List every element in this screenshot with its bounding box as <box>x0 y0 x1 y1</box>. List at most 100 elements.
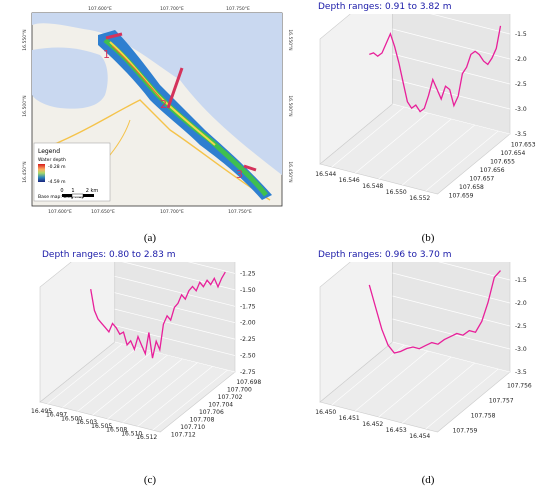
y-tick-label: 107.757 <box>489 398 514 405</box>
grid-line <box>122 362 198 423</box>
z-tick-label: -2.25 <box>240 336 256 343</box>
map-legend <box>33 142 111 202</box>
z-tick-label: -1.25 <box>240 270 256 277</box>
section-label-2: 2 <box>160 98 167 111</box>
caption-c: (c) <box>143 474 157 486</box>
y-tick-label: 107.708 <box>190 416 215 423</box>
y-tick-label: 107.700 <box>227 386 252 393</box>
grid-line <box>402 362 475 424</box>
grid-line <box>62 347 138 408</box>
map-top-tick: 107.700°E <box>160 6 184 12</box>
x-tick-label: 16.454 <box>409 433 430 440</box>
map-top-tick: 107.600°E <box>88 6 112 12</box>
grid-line <box>425 130 499 192</box>
z-tick-label: -2.50 <box>240 353 256 360</box>
z-tick-label: -1.5 <box>515 31 527 38</box>
map-panel: 1 2 3 107.600°E 107.700°E 107.750°E 107.… <box>0 0 300 230</box>
y-tick-label: 107.653 <box>511 141 536 148</box>
grid-line <box>331 106 405 168</box>
z-tick-label: -2.00 <box>240 320 256 327</box>
map-bottom-tick: 107.650°E <box>91 209 115 215</box>
scale-label: 0 <box>60 188 63 194</box>
legend-title: Legend <box>38 148 60 155</box>
x-tick-label: 16.550 <box>386 189 407 196</box>
z-tick-label: -3.5 <box>515 131 527 138</box>
map-bottom-tick: 107.700°E <box>160 209 184 215</box>
x-tick-label: 16.546 <box>339 177 360 184</box>
x-tick-label: 16.552 <box>409 195 430 202</box>
z-tick-label: -1.5 <box>515 277 527 284</box>
y-tick-label: 107.655 <box>490 158 515 165</box>
y-tick-label: 107.759 <box>453 428 478 435</box>
x-tick-label: 16.450 <box>315 409 336 416</box>
grid-line <box>107 358 183 420</box>
y-tick-label: 107.712 <box>171 431 196 438</box>
y-tick-label: 107.656 <box>480 167 505 174</box>
y-tick-label: 107.698 <box>236 379 261 386</box>
grid-line <box>378 356 452 418</box>
grid-line <box>355 112 428 174</box>
chart-d: -1.0-1.5-2.0-2.5-3.0-3.516.45016.45116.4… <box>300 226 550 472</box>
map-right-tick: 16.550°N <box>287 29 293 50</box>
legend-min-label: -4.59 m <box>48 179 65 185</box>
y-tick-label: 107.758 <box>471 413 496 420</box>
x-tick-label: 16.500 <box>61 415 82 422</box>
map-right-tick: 16.500°N <box>287 95 293 116</box>
z-tick-label: -2.5 <box>515 81 527 88</box>
caption-a: (a) <box>143 232 157 244</box>
x-tick-label: 16.495 <box>31 408 52 415</box>
map-bottom-tick: 107.750°E <box>228 209 252 215</box>
map-bottom-tick: 107.600°E <box>48 209 72 215</box>
depth-profile-line <box>369 25 502 113</box>
z-tick-label: -2.0 <box>515 56 527 63</box>
y-tick-label: 107.658 <box>459 184 484 191</box>
grid-line <box>114 275 236 307</box>
y-tick-label: 107.706 <box>199 409 224 416</box>
grid-line <box>152 369 228 431</box>
grid-line <box>392 28 511 60</box>
y-tick-label: 107.704 <box>208 401 233 408</box>
grid-line <box>331 344 405 406</box>
legend-basemap: Base map: Bing Map <box>38 194 84 200</box>
z-tick-label: -2.5 <box>515 323 527 330</box>
grid-line <box>114 325 236 356</box>
x-tick-label: 16.503 <box>76 419 97 426</box>
x-tick-label: 16.548 <box>362 183 383 190</box>
map-left-tick: 16.500°N <box>22 95 28 116</box>
section-label-3: 3 <box>236 168 243 181</box>
x-tick-label: 16.510 <box>121 430 142 437</box>
z-tick-label: -1.50 <box>240 287 256 294</box>
y-tick-label: 107.756 <box>507 383 532 390</box>
grid-line <box>114 259 236 291</box>
grid-line <box>402 124 475 186</box>
map-left-tick: 16.550°N <box>22 29 28 50</box>
y-tick-label: 107.654 <box>500 150 525 157</box>
chart-c: -1.00-1.25-1.50-1.75-2.00-2.25-2.50-2.75… <box>20 226 275 472</box>
x-tick-label: 16.505 <box>91 423 112 430</box>
map-left-tick: 16.450°N <box>22 161 28 182</box>
grid-line <box>77 351 153 412</box>
grid-line <box>392 295 511 327</box>
x-tick-label: 16.451 <box>339 415 360 422</box>
legend-subtitle: Water depth <box>38 157 66 163</box>
grid-line <box>392 318 511 350</box>
x-tick-label: 16.497 <box>46 412 67 419</box>
scale-label: 2 km <box>86 188 99 194</box>
z-tick-label: -2.0 <box>515 300 527 307</box>
z-tick-label: -3.0 <box>515 346 527 353</box>
caption-b: (b) <box>421 232 435 244</box>
z-tick-label: -2.75 <box>240 369 256 376</box>
grid-line <box>392 53 511 85</box>
z-tick-label: -3.0 <box>515 106 527 113</box>
map-right-tick: 16.450°N <box>287 161 293 182</box>
chart-b: -1.0-1.5-2.0-2.5-3.0-3.516.54416.54616.5… <box>300 0 550 234</box>
x-tick-label: 16.453 <box>386 427 407 434</box>
z-tick-label: -1.75 <box>240 303 256 310</box>
grid-line <box>392 272 511 304</box>
grid-line <box>378 118 452 180</box>
caption-d: (d) <box>421 474 435 486</box>
y-tick-label: 107.659 <box>449 193 474 200</box>
chart-b-title: Depth ranges: 0.91 to 3.82 m <box>318 2 452 12</box>
scale-label: 1 <box>71 188 74 194</box>
y-tick-label: 107.702 <box>218 394 243 401</box>
